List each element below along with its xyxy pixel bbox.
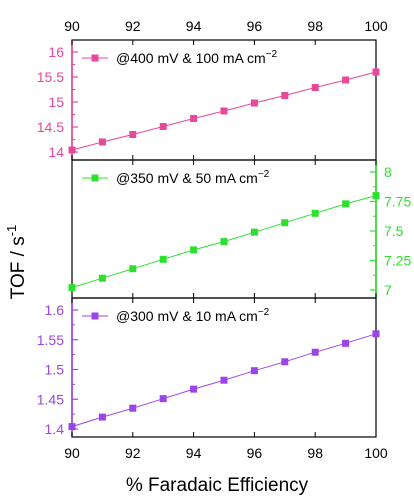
y-tick-label: 1.4	[45, 421, 65, 437]
data-point	[129, 131, 137, 138]
y-axis-title-main: TOF / s	[8, 236, 29, 299]
legend-label: @400 mV & 100 mA cm−2	[116, 49, 277, 66]
legend-marker	[91, 174, 99, 182]
y-tick-label: 14	[48, 144, 64, 160]
y-tick-label: 7.75	[384, 194, 411, 210]
data-point	[159, 123, 167, 130]
data-point	[98, 413, 106, 421]
panel-2: 7 7.25 7.5 7.75 8 @350 mV & 50 mA cm−2	[68, 159, 411, 299]
data-point	[342, 200, 350, 208]
x-axis-title: % Faradaic Efficiency	[126, 475, 309, 496]
bottom-x-axis: 90 92 94 96 98 100	[64, 445, 388, 461]
y-tick-label: 15	[48, 94, 64, 110]
x-bottom-tick-label: 100	[364, 445, 388, 461]
panel-3: 1.4 1.45 1.5 1.55 1.6 @300 mV & 10 mA cm−2	[37, 297, 380, 438]
legend-label-superscript: −2	[258, 307, 270, 318]
y-tick-label: 8	[384, 164, 392, 180]
x-bottom-tick-label: 94	[186, 445, 202, 461]
legend-marker	[91, 312, 99, 320]
x-bottom-tick-label: 90	[64, 445, 80, 461]
data-point	[342, 76, 350, 84]
data-point	[372, 330, 380, 338]
data-point	[98, 274, 106, 282]
data-point	[129, 404, 137, 412]
y-tick-label: 7	[384, 282, 392, 298]
panel-1: 14 14.5 15 15.5 16 @400 mV & 100 mA cm−2	[37, 39, 380, 161]
y-tick-label: 1.55	[37, 332, 64, 348]
y-tick-label: 14.5	[37, 119, 64, 135]
x-top-tick-label: 98	[307, 18, 323, 34]
y-tick-label: 1.45	[37, 391, 64, 407]
x-bottom-tick-label: 92	[125, 445, 141, 461]
data-point	[372, 192, 380, 200]
data-point	[159, 255, 167, 263]
y-tick-label: 1.5	[45, 362, 65, 378]
data-point	[68, 423, 76, 431]
y-tick-label: 1.6	[45, 302, 65, 318]
data-point	[311, 348, 319, 356]
data-point	[281, 219, 289, 227]
y-axis-title-superscript: -1	[4, 225, 19, 237]
x-bottom-tick-label: 96	[247, 445, 263, 461]
top-x-axis: 90 92 94 96 98 100	[64, 18, 388, 34]
y-tick-label: 15.5	[37, 69, 64, 85]
data-point	[190, 115, 198, 122]
data-point	[129, 265, 137, 273]
data-point	[342, 339, 350, 347]
y-tick-label: 7.5	[384, 223, 404, 239]
legend-label: @350 mV & 50 mA cm−2	[116, 169, 270, 186]
data-point	[311, 84, 319, 91]
legend-label: @300 mV & 10 mA cm−2	[116, 307, 270, 324]
y-axis-title: TOF / s-1	[4, 225, 29, 300]
data-point	[281, 358, 289, 366]
data-point	[250, 228, 258, 236]
data-point	[220, 238, 228, 246]
data-point	[190, 385, 198, 393]
x-top-tick-label: 94	[186, 18, 202, 34]
legend-label-superscript: −2	[258, 169, 270, 180]
data-point	[68, 146, 76, 154]
data-point	[98, 138, 106, 146]
data-point	[250, 99, 258, 107]
legend-label-text: @350 mV & 50 mA cm	[116, 170, 258, 186]
data-point	[250, 367, 258, 375]
data-point	[372, 68, 380, 76]
x-top-tick-label: 100	[364, 18, 388, 34]
data-point	[68, 284, 76, 292]
x-top-tick-label: 92	[125, 18, 141, 34]
x-top-tick-label: 96	[247, 18, 263, 34]
legend-label-text: @400 mV & 100 mA cm	[116, 50, 266, 66]
y-tick-label: 16	[48, 44, 64, 60]
data-point	[220, 107, 228, 115]
x-bottom-tick-label: 98	[307, 445, 323, 461]
data-point	[190, 246, 198, 254]
data-point	[220, 376, 228, 384]
legend-label-superscript: −2	[266, 49, 278, 60]
data-point	[159, 395, 167, 403]
legend-label-text: @300 mV & 10 mA cm	[116, 308, 258, 324]
x-top-tick-label: 90	[64, 18, 80, 34]
data-point	[311, 209, 319, 217]
data-point	[281, 92, 289, 99]
y-tick-label: 7.25	[384, 253, 411, 269]
legend-marker	[91, 54, 99, 62]
